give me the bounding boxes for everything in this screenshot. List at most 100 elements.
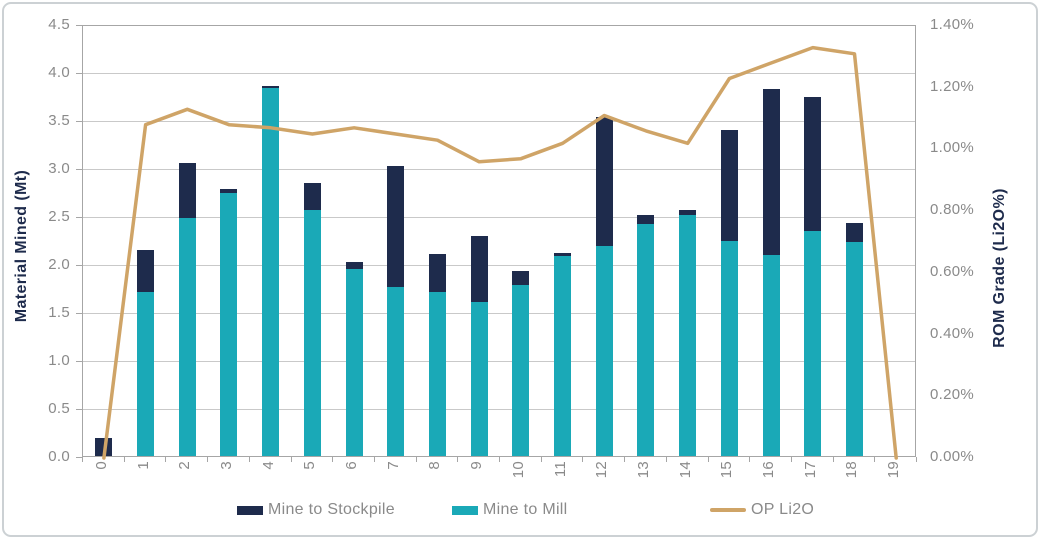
y-tick-label-left: 0.5 — [48, 400, 70, 417]
bar-segment-mine-to-stockpile — [303, 183, 321, 211]
bar-segment-mine-to-mill — [387, 287, 405, 456]
x-tick-label-text: 4 — [259, 461, 277, 470]
op-li2o-line-layer — [102, 45, 898, 460]
bar-segment-mine-to-mill — [512, 285, 530, 456]
bar-segment-mine-to-stockpile — [720, 129, 738, 241]
x-tick-mark — [248, 457, 250, 462]
y-tick-label-left: 1.5 — [48, 304, 70, 321]
legend-item-mine-to-stockpile: Mine to Stockpile — [237, 500, 395, 520]
gridline — [83, 361, 915, 362]
x-tick-mark — [123, 457, 125, 462]
y-tick-label-left: 4.5 — [48, 16, 70, 33]
bar-segment-mine-to-mill — [178, 217, 196, 456]
x-tick-label-text: 1 — [134, 461, 152, 470]
x-tick-label-text: 10 — [509, 461, 527, 479]
x-tick-label-text: 12 — [593, 461, 611, 479]
legend-label-mine-to-mill: Mine to Mill — [483, 501, 568, 518]
x-tick-mark — [749, 457, 751, 462]
op-li2o-line — [102, 45, 898, 460]
legend-label-mine-to-stockpile: Mine to Stockpile — [268, 501, 395, 518]
bar-segment-mine-to-stockpile — [554, 252, 572, 257]
gridline — [83, 169, 915, 170]
bar-segment-mine-to-stockpile — [178, 163, 196, 218]
x-tick-label-text: 14 — [676, 461, 694, 479]
x-tick-label-text: 19 — [885, 461, 903, 479]
y-tick-label-left: 0.0 — [48, 448, 70, 465]
bar-segment-mine-to-mill — [595, 245, 613, 456]
legend-item-mine-to-mill: Mine to Mill — [452, 500, 568, 520]
y-tick-mark-left — [76, 217, 82, 218]
gridline — [83, 217, 915, 218]
y-tick-label-right: 0.60% — [930, 262, 975, 280]
y-tick-label-right: 1.20% — [930, 77, 975, 95]
y-tick-mark-left — [76, 265, 82, 266]
x-tick-label-text: 17 — [801, 461, 819, 479]
bar-segment-mine-to-stockpile — [512, 270, 530, 286]
x-tick-mark — [82, 457, 83, 462]
y-tick-label-left: 4.0 — [48, 64, 70, 81]
y-tick-label-left: 2.5 — [48, 208, 70, 225]
bar-segment-mine-to-stockpile — [428, 254, 446, 292]
bar-segment-mine-to-mill — [762, 255, 780, 456]
x-tick-label-text: 8 — [426, 461, 444, 470]
x-tick-label-text: 6 — [343, 461, 361, 470]
y-tick-label-right: 1.00% — [930, 139, 975, 157]
x-tick-mark — [373, 457, 375, 462]
x-tick-mark — [624, 457, 626, 462]
bar-segment-mine-to-mill — [345, 268, 363, 456]
bar-segment-mine-to-mill — [303, 210, 321, 456]
x-tick-mark — [582, 457, 584, 462]
x-tick-mark — [874, 457, 876, 462]
x-tick-label-text: 18 — [843, 461, 861, 479]
y-tick-mark-left — [76, 25, 82, 26]
bar-segment-mine-to-stockpile — [470, 236, 488, 303]
y-tick-mark-left — [76, 121, 82, 122]
legend-item-op-li2o: OP Li2O — [710, 500, 814, 520]
x-tick-label-text: 9 — [468, 461, 486, 470]
y-axis-title-left-text: Material Mined (Mt) — [13, 169, 30, 323]
x-tick-label-text: 11 — [551, 461, 569, 478]
bar-segment-mine-to-mill — [720, 240, 738, 456]
y-tick-label-right: 0.00% — [930, 448, 975, 465]
y-tick-mark-left — [76, 409, 82, 410]
bar-segment-mine-to-mill — [679, 215, 697, 456]
legend-swatch-mine-to-stockpile — [237, 505, 263, 515]
x-tick-label-text: 5 — [301, 461, 319, 470]
y-tick-mark-left — [76, 361, 82, 362]
x-tick-mark — [415, 457, 417, 462]
bar-segment-mine-to-stockpile — [762, 89, 780, 256]
gridline — [83, 73, 915, 74]
bar-segment-mine-to-mill — [428, 291, 446, 456]
y-tick-mark-left — [76, 457, 82, 458]
y-tick-label-right: 0.20% — [930, 386, 975, 404]
gridline — [83, 409, 915, 410]
y-tick-label-right: 0.40% — [930, 324, 975, 342]
x-tick-label-text: 15 — [718, 461, 736, 479]
y-tick-mark-left — [76, 73, 82, 74]
y-tick-label-left: 3.5 — [48, 112, 70, 129]
bar-segment-mine-to-mill — [845, 241, 863, 456]
x-tick-label-text: 7 — [384, 461, 402, 470]
x-tick-mark — [457, 457, 459, 462]
x-tick-mark — [332, 457, 334, 462]
y-tick-label-right: 0.80% — [930, 201, 975, 219]
y-tick-label-left: 1.0 — [48, 352, 70, 369]
x-tick-mark — [165, 457, 167, 462]
legend-label-op-li2o: OP Li2O — [751, 501, 815, 518]
gridline — [83, 313, 915, 314]
x-tick-label-text: 2 — [176, 461, 194, 470]
gridline — [83, 121, 915, 122]
bar-segment-mine-to-stockpile — [345, 262, 363, 269]
bar-segment-mine-to-stockpile — [262, 86, 280, 89]
x-tick-mark — [707, 457, 709, 462]
bar-segment-mine-to-mill — [137, 291, 155, 456]
bar-segment-mine-to-stockpile — [679, 210, 697, 216]
bar-segment-mine-to-stockpile — [845, 222, 863, 242]
x-tick-label-text: 13 — [634, 461, 652, 479]
y-tick-mark-left — [76, 169, 82, 170]
x-tick-label-text: 16 — [760, 461, 778, 479]
x-tick-mark — [499, 457, 500, 462]
legend-swatch-op-li2o-line — [710, 508, 746, 512]
bar-segment-mine-to-mill — [470, 302, 488, 456]
